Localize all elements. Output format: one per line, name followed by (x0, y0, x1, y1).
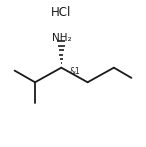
Text: NH₂: NH₂ (52, 33, 71, 43)
Text: &1: &1 (69, 67, 80, 76)
Text: HCl: HCl (51, 6, 72, 19)
